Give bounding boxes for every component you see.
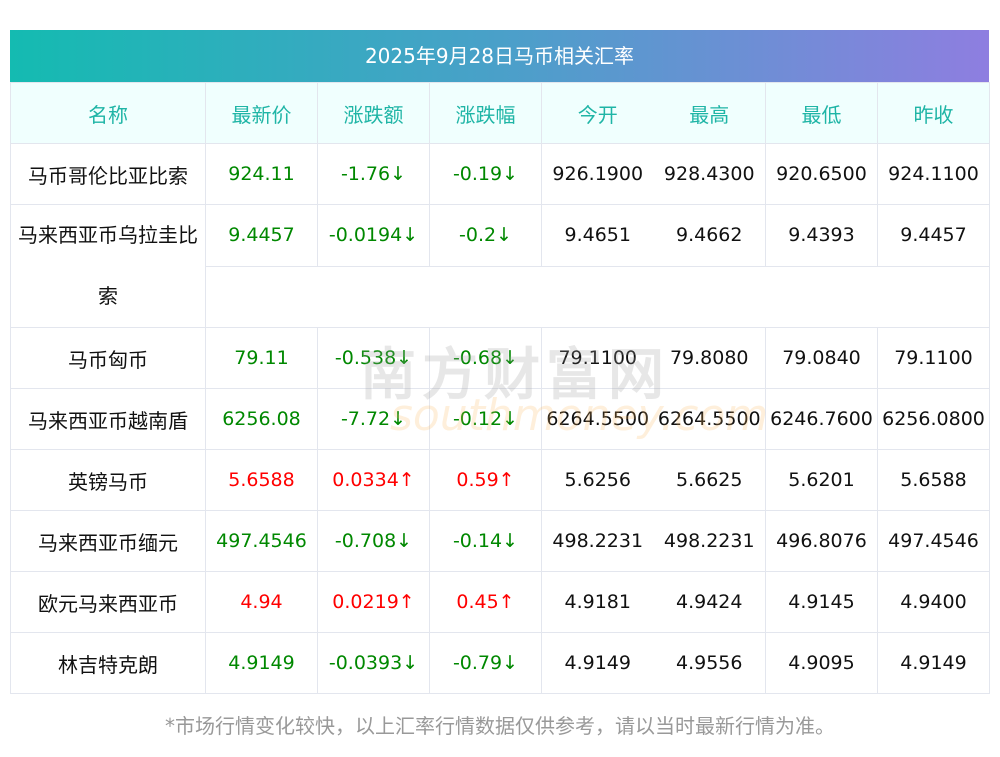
header-row: 名称 最新价 涨跌额 涨跌幅 今开 最高 最低 昨收 [10,82,990,144]
cell-high: 4.9556 [653,632,766,694]
currency-pair-name: 林吉特克朗 [10,632,206,694]
currency-pair-name: 欧元马来西亚币 [10,571,206,633]
cell-change: -0.0393↓ [317,632,430,694]
exchange-rate-table: 名称 最新价 涨跌额 涨跌幅 今开 最高 最低 昨收 马币哥伦比亚比索 924.11 -1.76↓… [10,82,990,694]
cell-prev: 924.1100 [877,143,990,205]
cell-open: 79.1100 [541,327,654,389]
cell-low: 4.9145 [765,571,878,633]
cell-low: 496.8076 [765,510,878,572]
currency-pair-name: 马币哥伦比亚比索 [10,143,206,205]
currency-pair-name: 马币匈币 [10,327,206,389]
cell-pct: -0.2↓ [429,204,542,267]
cell-open: 926.1900 [541,143,654,205]
column-header: 名称 [10,82,206,144]
cell-latest: 6256.08 [205,388,318,450]
rates-panel: 2025年9月28日马币相关汇率 名称 最新价 涨跌额 涨跌幅 今开 最高 最低 昨收 马币哥… [10,30,990,694]
empty-cell [205,265,990,328]
cell-low: 79.0840 [765,327,878,389]
cell-low: 4.9095 [765,632,878,694]
table-row: 林吉特克朗 4.9149 -0.0393↓ -0.79↓ 4.9149 4.9556 4.9… [10,632,990,694]
column-header: 最高 [653,82,766,144]
table-title: 2025年9月28日马币相关汇率 [10,30,989,82]
table-row: 马来西亚币越南盾 6256.08 -7.72↓ -0.12↓ 6264.5500 6264… [10,388,990,450]
table-row: 英镑马币 5.6588 0.0334↑ 0.59↑ 5.6256 5.6625 5.6201… [10,449,990,511]
column-header: 最新价 [205,82,318,144]
cell-latest: 497.4546 [205,510,318,572]
cell-open: 4.9181 [541,571,654,633]
cell-change: -0.538↓ [317,327,430,389]
cell-high: 79.8080 [653,327,766,389]
table-row: 马币哥伦比亚比索 924.11 -1.76↓ -0.19↓ 926.1900 928.43… [10,143,990,205]
currency-pair-name: 英镑马币 [10,449,206,511]
cell-change: -7.72↓ [317,388,430,450]
cell-prev: 4.9149 [877,632,990,694]
currency-pair-name: 马来西亚币乌拉圭比索 [10,204,206,328]
column-header: 最低 [765,82,878,144]
column-header: 涨跌幅 [429,82,542,144]
column-header: 今开 [541,82,654,144]
cell-prev: 4.9400 [877,571,990,633]
cell-open: 5.6256 [541,449,654,511]
cell-prev: 6256.0800 [877,388,990,450]
column-header: 昨收 [877,82,990,144]
cell-low: 6246.7600 [765,388,878,450]
cell-high: 928.4300 [653,143,766,205]
cell-prev: 9.4457 [877,204,990,267]
cell-high: 498.2231 [653,510,766,572]
currency-pair-name: 马来西亚币缅元 [10,510,206,572]
cell-latest: 924.11 [205,143,318,205]
cell-latest: 5.6588 [205,449,318,511]
cell-high: 4.9424 [653,571,766,633]
cell-latest: 4.94 [205,571,318,633]
cell-pct: -0.79↓ [429,632,542,694]
cell-prev: 79.1100 [877,327,990,389]
cell-change: -0.0194↓ [317,204,430,267]
cell-pct: -0.14↓ [429,510,542,572]
currency-pair-name: 马来西亚币越南盾 [10,388,206,450]
cell-high: 5.6625 [653,449,766,511]
cell-change: -1.76↓ [317,143,430,205]
cell-change: 0.0334↑ [317,449,430,511]
cell-open: 6264.5500 [541,388,654,450]
cell-pct: -0.68↓ [429,327,542,389]
table-row: 马来西亚币乌拉圭比索 9.4457 -0.0194↓ -0.2↓ 9.4651 9.466… [10,204,990,328]
cell-latest: 9.4457 [205,204,318,267]
cell-high: 6264.5500 [653,388,766,450]
cell-pct: -0.12↓ [429,388,542,450]
cell-latest: 4.9149 [205,632,318,694]
cell-low: 5.6201 [765,449,878,511]
table-row: 欧元马来西亚币 4.94 0.0219↑ 0.45↑ 4.9181 4.9424 4.914… [10,571,990,633]
table-row: 马币匈币 79.11 -0.538↓ -0.68↓ 79.1100 79.8080 79.0… [10,327,990,389]
cell-prev: 5.6588 [877,449,990,511]
cell-change: -0.708↓ [317,510,430,572]
table-row: 马来西亚币缅元 497.4546 -0.708↓ -0.14↓ 498.2231 498.… [10,510,990,572]
cell-open: 9.4651 [541,204,654,267]
cell-change: 0.0219↑ [317,571,430,633]
column-header: 涨跌额 [317,82,430,144]
cell-open: 4.9149 [541,632,654,694]
cell-latest: 79.11 [205,327,318,389]
cell-prev: 497.4546 [877,510,990,572]
cell-low: 920.6500 [765,143,878,205]
cell-open: 498.2231 [541,510,654,572]
cell-high: 9.4662 [653,204,766,267]
cell-low: 9.4393 [765,204,878,267]
cell-pct: -0.19↓ [429,143,542,205]
cell-pct: 0.59↑ [429,449,542,511]
cell-pct: 0.45↑ [429,571,542,633]
disclaimer: *市场行情变化较快，以上汇率行情数据仅供参考，请以当时最新行情为准。 [165,714,835,738]
